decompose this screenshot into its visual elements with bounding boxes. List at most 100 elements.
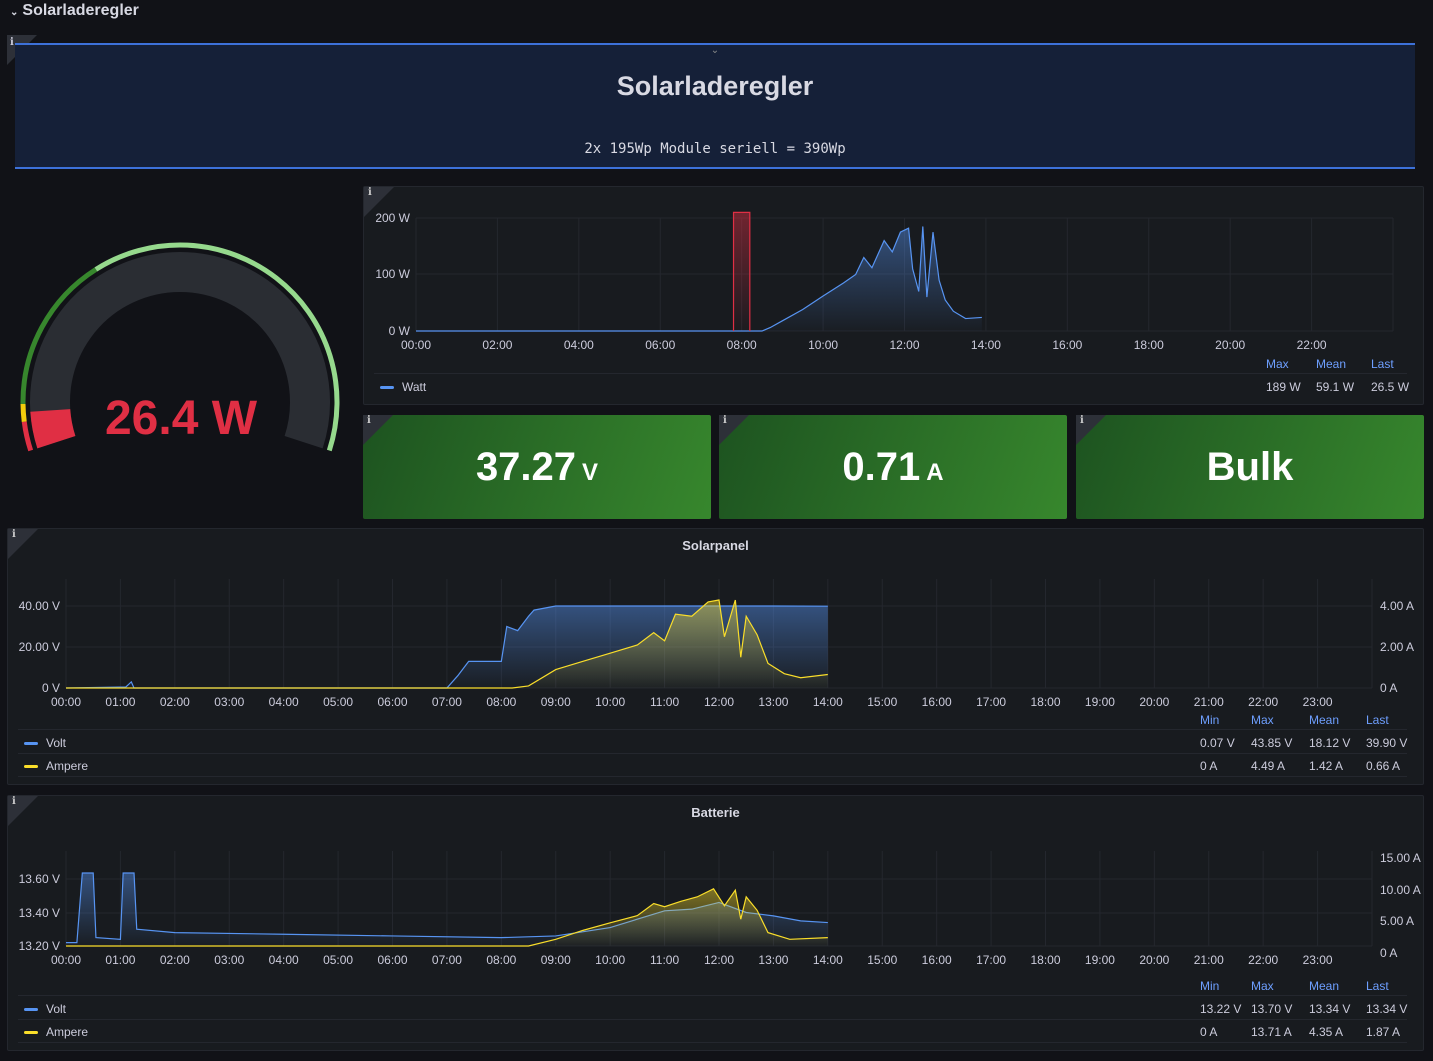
text-panel-title: Solarladeregler: [616, 71, 814, 101]
y2-tick-label: 0 A: [1380, 681, 1397, 695]
x-tick-label: 14:00: [971, 338, 1001, 352]
x-tick-label: 00:00: [51, 953, 81, 967]
x-tick-label: 16:00: [922, 695, 952, 709]
x-tick-label: 07:00: [432, 953, 462, 967]
x-tick-label: 18:00: [1134, 338, 1164, 352]
y2-tick-label: 0 A: [1380, 946, 1397, 960]
series-area-ampere: [66, 888, 828, 946]
info-icon[interactable]: i: [8, 796, 38, 826]
x-tick-label: 09:00: [541, 953, 571, 967]
series-area-watt: [416, 226, 982, 331]
x-tick-label: 23:00: [1303, 953, 1333, 967]
y-tick-label: 100 W: [375, 267, 410, 281]
gauge-panel: 26.4 W: [7, 186, 355, 519]
legend-header-last[interactable]: Last: [1366, 713, 1389, 727]
legend-header-mean[interactable]: Mean: [1316, 357, 1347, 371]
legend-value: 39.90 V: [1366, 736, 1408, 750]
legend-header-min[interactable]: Min: [1200, 979, 1220, 993]
legend-swatch: [24, 742, 38, 746]
legend-header-max[interactable]: Max: [1266, 357, 1289, 371]
x-tick-label: 04:00: [269, 695, 299, 709]
x-tick-label: 19:00: [1085, 695, 1115, 709]
chevron-down-icon: ⌄: [10, 7, 19, 18]
x-tick-label: 11:00: [650, 695, 679, 709]
legend-item-ampere[interactable]: Ampere: [24, 1025, 88, 1039]
legend-value: 18.12 V: [1309, 736, 1351, 750]
x-tick-label: 15:00: [867, 695, 897, 709]
x-tick-label: 07:00: [432, 695, 462, 709]
x-tick-label: 21:00: [1194, 695, 1224, 709]
y-tick-label: 13.20 V: [19, 939, 60, 953]
x-tick-label: 19:00: [1085, 953, 1115, 967]
solarpanel-panel: i Solarpanel 40.00 V 20.00 V 0 V 4.00 A 2.00…: [7, 528, 1424, 785]
x-tick-label: 22:00: [1248, 695, 1278, 709]
x-tick-label: 04:00: [564, 338, 594, 352]
x-tick-label: 02:00: [482, 338, 512, 352]
x-tick-label: 18:00: [1030, 953, 1060, 967]
x-tick-label: 20:00: [1139, 695, 1169, 709]
legend-value: 0 A: [1200, 1025, 1218, 1039]
legend-header-max[interactable]: Max: [1251, 713, 1274, 727]
x-tick-label: 21:00: [1194, 953, 1224, 967]
watt-chart[interactable]: 200 W 100 W 0 W00:00 02:00 04:00 06:00 08:00 10…: [364, 187, 1425, 357]
x-tick-label: 08:00: [486, 695, 516, 709]
x-tick-label: 11:00: [650, 953, 679, 967]
gauge-threshold-band: [21, 421, 34, 452]
batterie-chart[interactable]: 13.60 V 13.40 V 13.20 V 15.00 A 10.00 A 5.00 …: [8, 796, 1425, 981]
info-icon[interactable]: i: [8, 529, 38, 559]
legend-value: 4.35 A: [1309, 1025, 1344, 1039]
series-line-volt: [65, 605, 828, 689]
legend-header-mean[interactable]: Mean: [1309, 713, 1340, 727]
text-panel: ⌄ Solarladeregler 2x 195Wp Module seriel…: [15, 43, 1415, 169]
x-tick-label: 16:00: [1052, 338, 1082, 352]
x-tick-label: 10:00: [595, 695, 625, 709]
gauge-threshold-band: [20, 267, 98, 405]
x-tick-label: 10:00: [595, 953, 625, 967]
panel-title: Solarpanel: [682, 538, 749, 553]
x-tick-label: 03:00: [214, 695, 244, 709]
x-tick-label: 12:00: [704, 953, 734, 967]
x-tick-label: 17:00: [976, 695, 1006, 709]
x-tick-label: 06:00: [645, 338, 675, 352]
x-tick-label: 06:00: [377, 695, 407, 709]
legend-item-watt[interactable]: Watt: [380, 380, 426, 394]
x-tick-label: 03:00: [214, 953, 244, 967]
gauge-value: 26.4 W: [104, 392, 258, 445]
power-gauge: [20, 242, 340, 452]
legend-item-volt[interactable]: Volt: [24, 736, 66, 750]
x-tick-label: 22:00: [1248, 953, 1278, 967]
gauge-fill: [30, 408, 76, 449]
legend-value: 1.87 A: [1366, 1025, 1401, 1039]
y-tick-label: 40.00 V: [19, 599, 60, 613]
info-icon[interactable]: i: [364, 187, 394, 217]
x-tick-label: 09:00: [541, 695, 571, 709]
legend-header-min[interactable]: Min: [1200, 713, 1220, 727]
legend-value: 0.07 V: [1200, 736, 1235, 750]
row-header[interactable]: ⌄ Solarladeregler: [10, 2, 139, 20]
legend-swatch: [24, 1031, 38, 1035]
x-tick-label: 20:00: [1139, 953, 1169, 967]
chevron-down-icon: ⌄: [710, 45, 720, 56]
legend-header-last[interactable]: Last: [1366, 979, 1389, 993]
legend-header-last[interactable]: Last: [1371, 357, 1394, 371]
info-icon-label: i: [10, 37, 14, 48]
y2-tick-label: 2.00 A: [1380, 640, 1414, 654]
legend-value: 189 W: [1266, 380, 1301, 394]
x-tick-label: 08:00: [727, 338, 757, 352]
legend-swatch: [24, 765, 38, 769]
x-tick-label: 14:00: [813, 695, 843, 709]
x-tick-label: 05:00: [323, 695, 353, 709]
x-tick-label: 16:00: [922, 953, 952, 967]
x-tick-label: 06:00: [377, 953, 407, 967]
legend-value: 0 A: [1200, 759, 1218, 773]
solarpanel-chart[interactable]: 40.00 V 20.00 V 0 V 4.00 A 2.00 A 0 A 00:00 01:…: [8, 529, 1425, 714]
legend-item-volt[interactable]: Volt: [24, 1002, 66, 1016]
legend-header-mean[interactable]: Mean: [1309, 979, 1340, 993]
x-tick-label: 22:00: [1297, 338, 1327, 352]
legend-item-ampere[interactable]: Ampere: [24, 759, 88, 773]
x-tick-label: 12:00: [889, 338, 919, 352]
legend-header-max[interactable]: Max: [1251, 979, 1274, 993]
x-tick-label: 18:00: [1030, 695, 1060, 709]
x-tick-label: 05:00: [323, 953, 353, 967]
y-tick-label: 200 W: [375, 211, 410, 225]
